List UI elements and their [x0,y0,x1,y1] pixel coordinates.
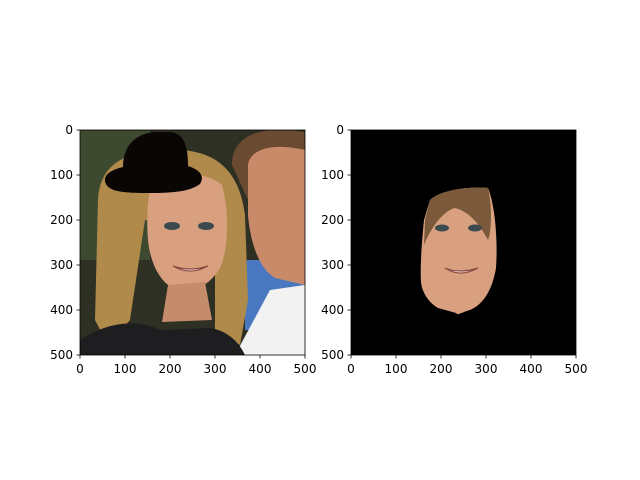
cutout-left-eye [435,225,449,232]
left-y-tick-label: 500 [50,348,73,362]
right-x-tick-label: 0 [347,362,355,376]
cutout-right-eye [468,225,482,232]
left-y-tick-label: 100 [50,168,73,182]
right-x-tick-label: 400 [520,362,543,376]
left-x-tick-label: 300 [204,362,227,376]
right-x-tick-label: 300 [475,362,498,376]
right-y-tick-label: 100 [321,168,344,182]
left-y-tick-label: 200 [50,213,73,227]
left-x-tick-label: 0 [76,362,84,376]
left-x-tick-label: 400 [249,362,272,376]
left-y-tick-label: 300 [50,258,73,272]
right-y-tick-label: 500 [321,348,344,362]
woman-neck [162,282,212,322]
right-x-tick-label: 200 [430,362,453,376]
right-x-tick-label: 100 [385,362,408,376]
right-x-tick-label: 500 [565,362,588,376]
left-y-tick-label: 400 [50,303,73,317]
right-y-tick-label: 200 [321,213,344,227]
right-y-tick-label: 400 [321,303,344,317]
left-y-tick-label: 0 [65,123,73,137]
left-photo [80,130,305,355]
left-x-tick-label: 100 [114,362,137,376]
left-x-tick-label: 200 [159,362,182,376]
left-x-tick-label: 500 [294,362,317,376]
woman-left-eye [164,222,180,230]
right-y-tick-label: 0 [336,123,344,137]
right-y-tick-label: 300 [321,258,344,272]
right-photo [351,130,576,355]
woman-right-eye [198,222,214,230]
